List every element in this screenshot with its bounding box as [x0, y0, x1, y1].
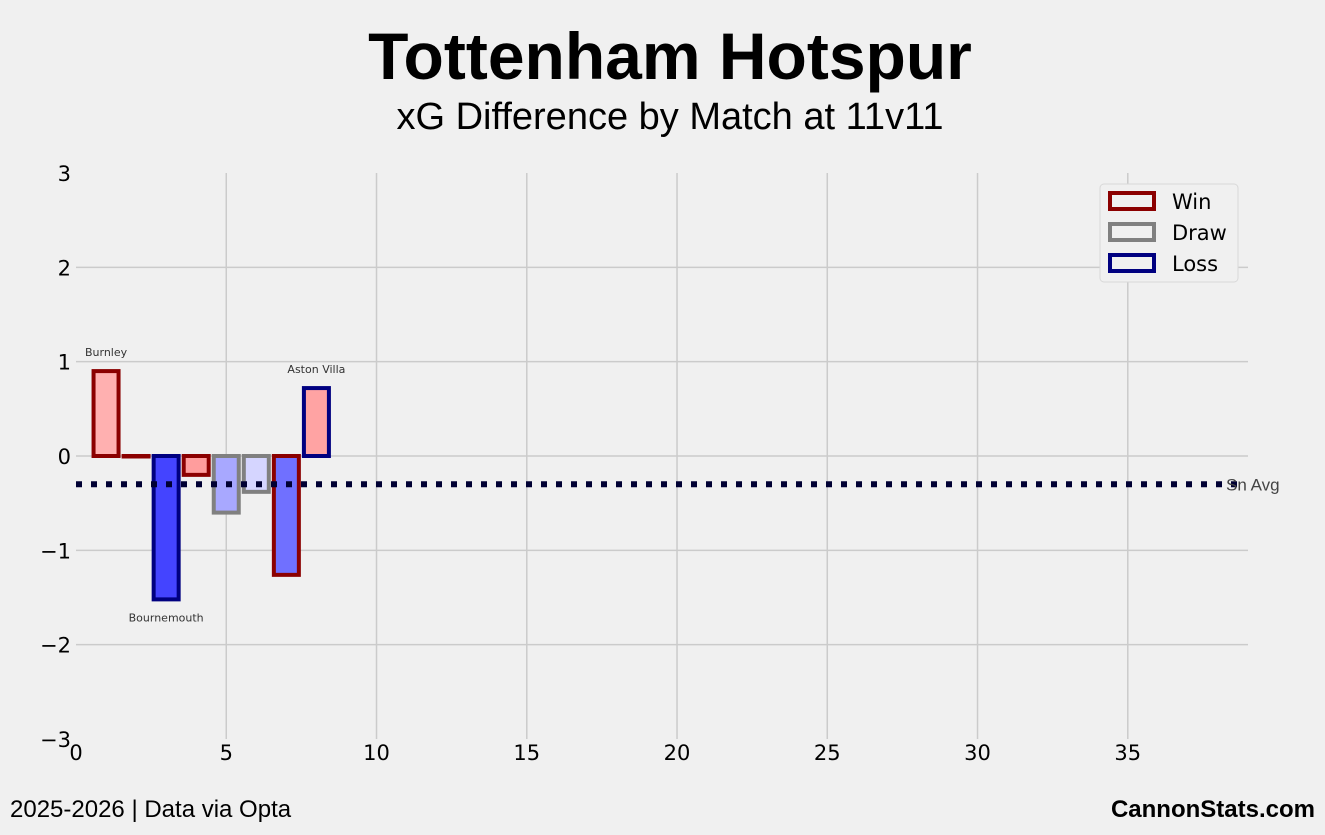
bar-loss	[151, 454, 181, 602]
x-tick-label: 15	[513, 741, 540, 765]
legend-swatch-win	[1108, 191, 1156, 211]
bar-win	[121, 454, 151, 459]
bar-win	[271, 454, 301, 577]
x-tick-label: 5	[220, 741, 233, 765]
x-tick-label: 20	[664, 741, 691, 765]
average-label: Sn Avg	[1226, 475, 1280, 494]
legend[interactable]: Win Draw Loss	[1099, 183, 1239, 283]
x-tick-label: 0	[69, 741, 82, 765]
bar-labels: Burnley Bournemouth Aston Villa	[85, 346, 345, 624]
chart-subtitle: xG Difference by Match at 11v11	[396, 96, 944, 138]
y-tick-label: −3	[40, 728, 71, 752]
x-tick-label: 35	[1114, 741, 1141, 765]
y-tick-label: 1	[58, 351, 71, 375]
y-tick-label: 0	[58, 445, 71, 469]
y-tick-label: −1	[40, 539, 71, 563]
bar-label: Aston Villa	[287, 363, 345, 376]
bar-win	[181, 454, 211, 477]
footer-brand: CannonStats.com	[1110, 796, 1315, 823]
bar-label: Burnley	[85, 346, 128, 359]
legend-swatch-loss	[1108, 253, 1156, 273]
legend-label-draw: Draw	[1172, 221, 1227, 245]
y-tick-label: 3	[58, 162, 71, 186]
bars	[91, 369, 331, 602]
bar-win	[91, 369, 121, 459]
bar-loss	[301, 386, 331, 458]
y-tick-label: 2	[58, 256, 71, 280]
grid	[76, 173, 1248, 739]
chart-title: Tottenham Hotspur	[368, 19, 972, 93]
x-tick-label: 30	[964, 741, 991, 765]
legend-label-loss: Loss	[1172, 252, 1218, 276]
y-tick-label: −2	[40, 634, 71, 658]
footer-source: 2025-2026 | Data via Opta	[10, 796, 292, 823]
bar-label: Bournemouth	[129, 611, 204, 624]
legend-swatch-draw	[1108, 222, 1156, 242]
season-average: Sn Avg	[76, 475, 1280, 494]
x-tick-label: 10	[363, 741, 390, 765]
x-tick-label: 25	[814, 741, 841, 765]
legend-label-win: Win	[1172, 190, 1211, 214]
